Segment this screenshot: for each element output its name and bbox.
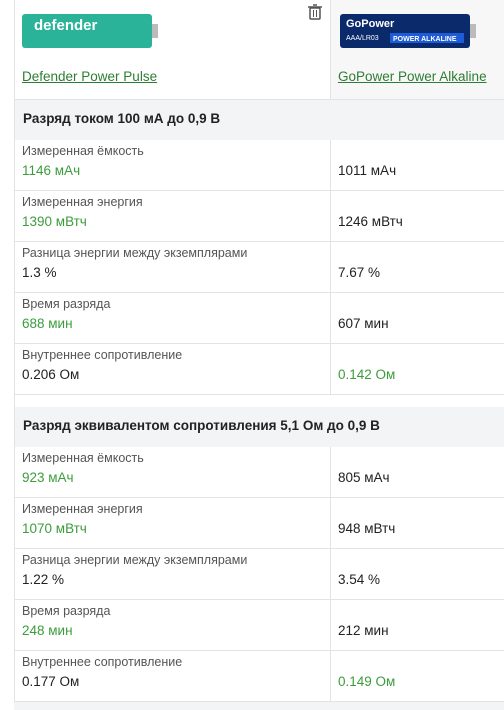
battery-tip (470, 24, 476, 38)
metric-value: 948 мВтч (338, 521, 396, 536)
metric-label: Измеренная энергия (22, 195, 143, 209)
metric-value: 1070 мВтч (22, 521, 87, 536)
metric-value: 0.149 Ом (338, 674, 396, 689)
metric-value: 1390 мВтч (22, 214, 87, 229)
size-text: AAA/LR03 (346, 35, 379, 42)
metric-label: Время разряда (22, 297, 111, 311)
section-header: Разряд током 100 мА до 0,9 В (15, 100, 504, 140)
metric-value: 248 мин (22, 623, 73, 638)
metric-value: 3.54 % (338, 572, 381, 587)
metric-value: 0.142 Ом (338, 367, 396, 382)
metric-value: 1011 мАч (338, 163, 397, 178)
brand-text: GoPower (346, 18, 395, 30)
brand-text: defender (34, 17, 98, 34)
product-image: defender (22, 14, 158, 48)
metric-label: Разница энергии между экземплярами (22, 246, 248, 260)
row-cell (330, 344, 504, 395)
metric-value: 607 мин (338, 316, 389, 331)
metric-value: 212 мин (338, 623, 389, 638)
row-cell (15, 242, 330, 293)
row-cell (330, 242, 504, 293)
row-cell (15, 191, 330, 242)
left-border (14, 0, 15, 710)
row-cell (330, 651, 504, 702)
row-cell (15, 498, 330, 549)
metric-value: 805 мАч (338, 470, 390, 485)
product-link[interactable]: Defender Power Pulse (22, 69, 158, 84)
type-text: POWER ALKALINE (393, 36, 457, 43)
product-image: GoPower AAA/LR03 POWER ALKALINE (340, 14, 476, 48)
row-cell (15, 651, 330, 702)
row-cell (15, 447, 330, 498)
row-cell (15, 293, 330, 344)
row-cell (15, 600, 330, 651)
row-cell (330, 549, 504, 600)
label-band (390, 33, 464, 43)
metric-label: Измеренная энергия (22, 502, 143, 516)
section-header (14, 702, 504, 710)
metric-value: 688 мин (22, 316, 73, 331)
metric-value: 7.67 % (338, 265, 381, 280)
metric-value: 0.177 Ом (22, 674, 80, 689)
metric-label: Разница энергии между экземплярами (22, 553, 248, 567)
row-cell (15, 344, 330, 395)
divider (14, 99, 504, 100)
metric-label: Время разряда (22, 604, 111, 618)
metric-value: 0.206 Ом (22, 367, 80, 382)
metric-value: 1146 мАч (22, 163, 81, 178)
product-link[interactable]: GoPower Power Alkaline (338, 69, 487, 84)
row-cell (15, 549, 330, 600)
row-cell (330, 600, 504, 651)
metric-value: 923 мАч (22, 470, 74, 485)
row-cell (330, 191, 504, 242)
battery-body (22, 14, 152, 48)
battery-tip (152, 24, 158, 38)
section-header: Разряд эквивалентом сопротивления 5,1 Ом… (15, 407, 504, 447)
metric-label: Внутреннее сопротивление (22, 655, 183, 669)
metric-label: Измеренная ёмкость (22, 451, 144, 465)
row-cell (330, 293, 504, 344)
row-cell (330, 140, 504, 191)
metric-label: Измеренная ёмкость (22, 144, 144, 158)
row-cell (15, 140, 330, 191)
metric-value: 1246 мВтч (338, 214, 403, 229)
metric-value: 1.3 % (22, 265, 57, 280)
row-cell (330, 498, 504, 549)
row-cell (330, 447, 504, 498)
metric-label: Внутреннее сопротивление (22, 348, 183, 362)
metric-value: 1.22 % (22, 572, 65, 587)
delete-button[interactable] (308, 4, 322, 20)
